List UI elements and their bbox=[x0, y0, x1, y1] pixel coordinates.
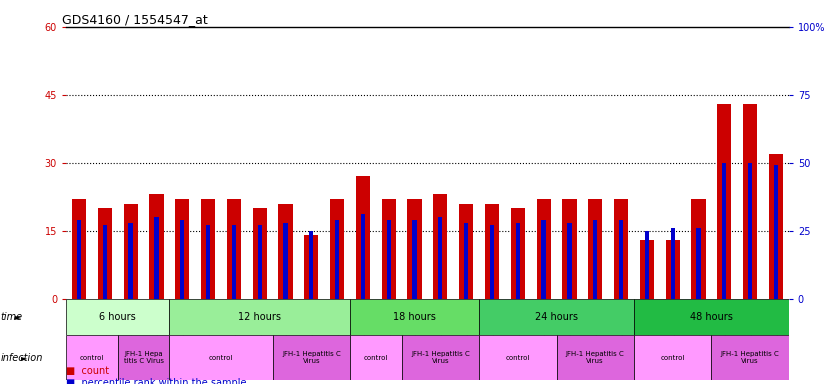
Bar bbox=[634, 299, 789, 335]
Bar bbox=[175, 199, 189, 299]
Text: ►: ► bbox=[21, 353, 27, 362]
Text: 12 hours: 12 hours bbox=[238, 312, 281, 322]
Bar bbox=[66, 335, 117, 380]
Bar bbox=[361, 214, 365, 299]
Bar bbox=[557, 335, 634, 380]
Bar bbox=[671, 228, 675, 299]
Bar bbox=[258, 225, 262, 299]
Bar bbox=[412, 220, 416, 299]
Bar bbox=[769, 154, 783, 299]
Text: control: control bbox=[209, 354, 233, 361]
Text: ►: ► bbox=[15, 312, 21, 321]
Bar bbox=[117, 335, 169, 380]
Bar bbox=[722, 163, 726, 299]
Bar bbox=[696, 228, 700, 299]
Bar bbox=[154, 217, 159, 299]
Bar bbox=[330, 199, 344, 299]
Bar bbox=[350, 299, 479, 335]
Text: control: control bbox=[363, 354, 388, 361]
Text: time: time bbox=[1, 312, 23, 322]
Bar bbox=[169, 335, 273, 380]
Text: ■  count: ■ count bbox=[66, 366, 109, 376]
Text: JFH-1 Hepa
titis C Virus: JFH-1 Hepa titis C Virus bbox=[124, 351, 164, 364]
Bar bbox=[439, 217, 443, 299]
Bar bbox=[743, 104, 757, 299]
Bar bbox=[150, 194, 164, 299]
Text: JFH-1 Hepatitis C
Virus: JFH-1 Hepatitis C Virus bbox=[282, 351, 340, 364]
Bar bbox=[382, 199, 396, 299]
Text: infection: infection bbox=[1, 353, 43, 362]
Text: control: control bbox=[79, 354, 104, 361]
Bar bbox=[717, 104, 731, 299]
Bar bbox=[407, 199, 421, 299]
Text: 24 hours: 24 hours bbox=[535, 312, 578, 322]
Text: JFH-1 Hepatitis C
Virus: JFH-1 Hepatitis C Virus bbox=[721, 351, 780, 364]
Text: 18 hours: 18 hours bbox=[393, 312, 436, 322]
Text: JFH-1 Hepatitis C
Virus: JFH-1 Hepatitis C Virus bbox=[566, 351, 624, 364]
Text: 48 hours: 48 hours bbox=[690, 312, 733, 322]
Bar bbox=[490, 225, 494, 299]
Bar bbox=[356, 176, 370, 299]
Bar bbox=[666, 240, 680, 299]
Bar bbox=[619, 220, 623, 299]
Bar bbox=[102, 225, 107, 299]
Bar bbox=[278, 204, 292, 299]
Bar bbox=[510, 208, 525, 299]
Text: 6 hours: 6 hours bbox=[99, 312, 136, 322]
Bar bbox=[614, 199, 628, 299]
Bar bbox=[180, 220, 184, 299]
Bar bbox=[774, 166, 778, 299]
Bar bbox=[350, 335, 401, 380]
Bar bbox=[97, 208, 112, 299]
Bar bbox=[748, 163, 752, 299]
Bar bbox=[124, 204, 138, 299]
Bar bbox=[567, 223, 572, 299]
Bar bbox=[283, 223, 287, 299]
Bar bbox=[401, 335, 479, 380]
Bar bbox=[515, 223, 520, 299]
Bar bbox=[232, 225, 236, 299]
Bar bbox=[588, 199, 602, 299]
Bar bbox=[72, 199, 86, 299]
Bar bbox=[169, 299, 350, 335]
Bar bbox=[66, 299, 169, 335]
Bar bbox=[273, 335, 350, 380]
Bar bbox=[464, 223, 468, 299]
Text: ■  percentile rank within the sample: ■ percentile rank within the sample bbox=[66, 378, 247, 384]
Bar bbox=[304, 235, 318, 299]
Bar bbox=[387, 220, 391, 299]
Text: JFH-1 Hepatitis C
Virus: JFH-1 Hepatitis C Virus bbox=[411, 351, 470, 364]
Bar bbox=[129, 223, 133, 299]
Text: GDS4160 / 1554547_at: GDS4160 / 1554547_at bbox=[63, 13, 208, 26]
Bar bbox=[309, 231, 313, 299]
Bar bbox=[479, 299, 634, 335]
Bar bbox=[459, 204, 473, 299]
Bar bbox=[542, 220, 546, 299]
Bar bbox=[640, 240, 654, 299]
Bar bbox=[563, 199, 577, 299]
Bar bbox=[335, 220, 339, 299]
Bar bbox=[77, 220, 81, 299]
Bar bbox=[645, 231, 649, 299]
Bar bbox=[434, 194, 448, 299]
Bar bbox=[537, 199, 551, 299]
Bar bbox=[253, 208, 267, 299]
Bar bbox=[711, 335, 789, 380]
Bar bbox=[206, 225, 210, 299]
Bar bbox=[227, 199, 241, 299]
Text: control: control bbox=[506, 354, 530, 361]
Bar bbox=[593, 220, 597, 299]
Bar bbox=[201, 199, 215, 299]
Bar bbox=[691, 199, 705, 299]
Bar bbox=[479, 335, 557, 380]
Bar bbox=[485, 204, 499, 299]
Bar bbox=[634, 335, 711, 380]
Text: control: control bbox=[661, 354, 685, 361]
